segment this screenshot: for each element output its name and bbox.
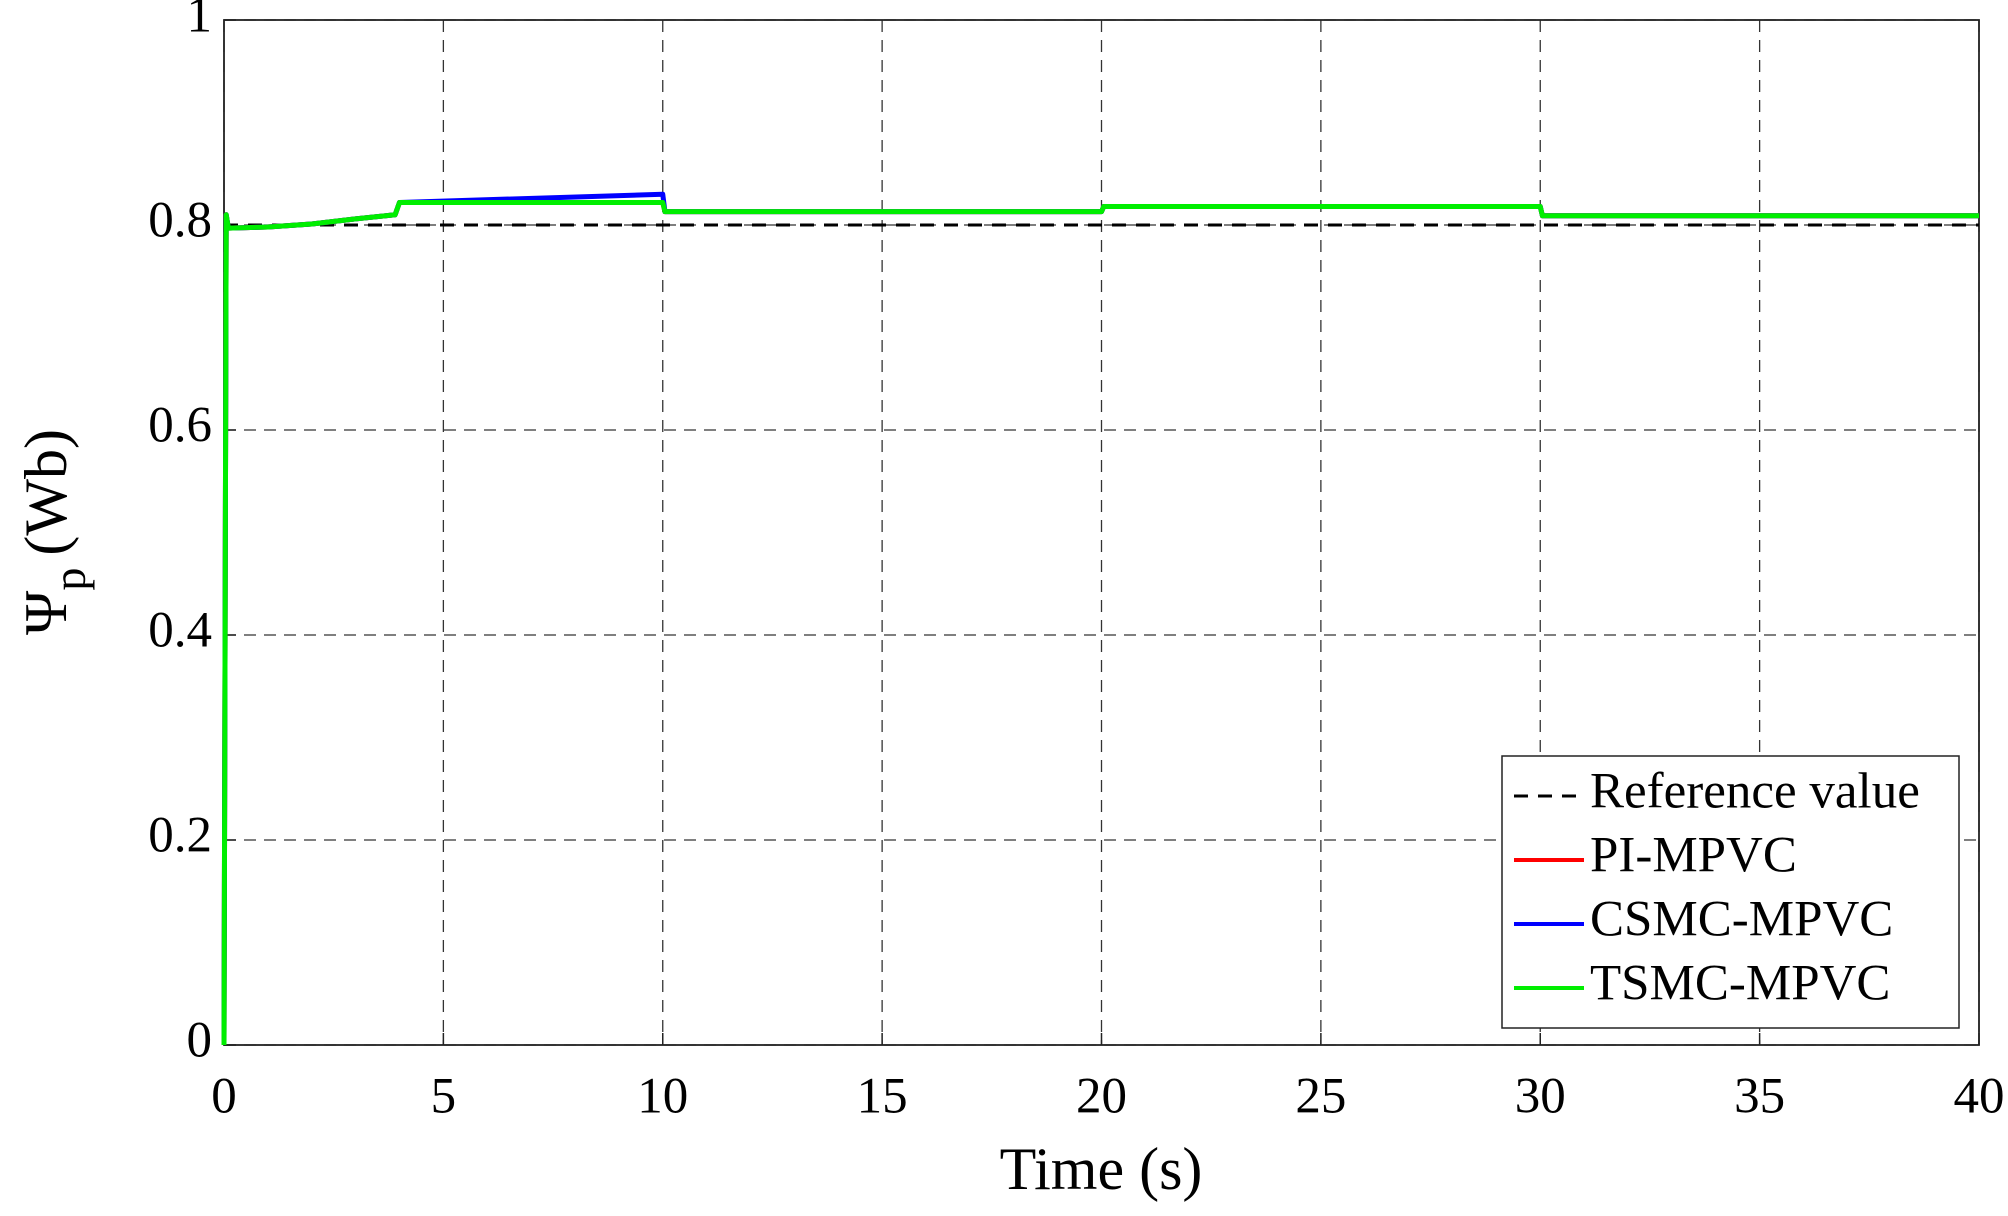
y-tick-label: 0.8 — [148, 193, 212, 249]
x-tick-label: 35 — [1734, 1069, 1785, 1125]
x-tick-label: 0 — [211, 1069, 237, 1125]
x-tick-label: 10 — [637, 1069, 688, 1125]
y-tick-label: 1 — [187, 0, 213, 44]
x-tick-label: 25 — [1295, 1069, 1346, 1125]
legend-label: TSMC-MPVC — [1590, 956, 1890, 1012]
x-tick-label: 30 — [1515, 1069, 1566, 1125]
y-label-unit: (Wb) — [13, 429, 79, 556]
x-tick-label: 5 — [431, 1069, 457, 1125]
x-tick-label: 15 — [857, 1069, 908, 1125]
legend-box — [1501, 755, 1960, 1029]
y-axis-label-text: Ψp (Wb) — [13, 429, 95, 635]
y-tick-label: 0.4 — [148, 603, 212, 659]
y-label-subscript: p — [44, 568, 95, 591]
y-axis-label: Ψp (Wb) — [13, 429, 95, 635]
y-tick-label: 0.2 — [148, 808, 212, 864]
y-tick-label: 0 — [187, 1013, 213, 1069]
y-tick-label: 0.6 — [148, 398, 212, 454]
legend-label: Reference value — [1590, 764, 1920, 820]
series-line — [221, 199, 1979, 1046]
x-tick-label: 40 — [1954, 1069, 2005, 1125]
legend-label: PI-MPVC — [1590, 828, 1797, 884]
x-tick-label: 20 — [1076, 1069, 1127, 1125]
legend-label: CSMC-MPVC — [1590, 892, 1893, 948]
x-axis-label: Time (s) — [1000, 1136, 1203, 1202]
y-label-symbol: Ψ — [13, 590, 79, 635]
